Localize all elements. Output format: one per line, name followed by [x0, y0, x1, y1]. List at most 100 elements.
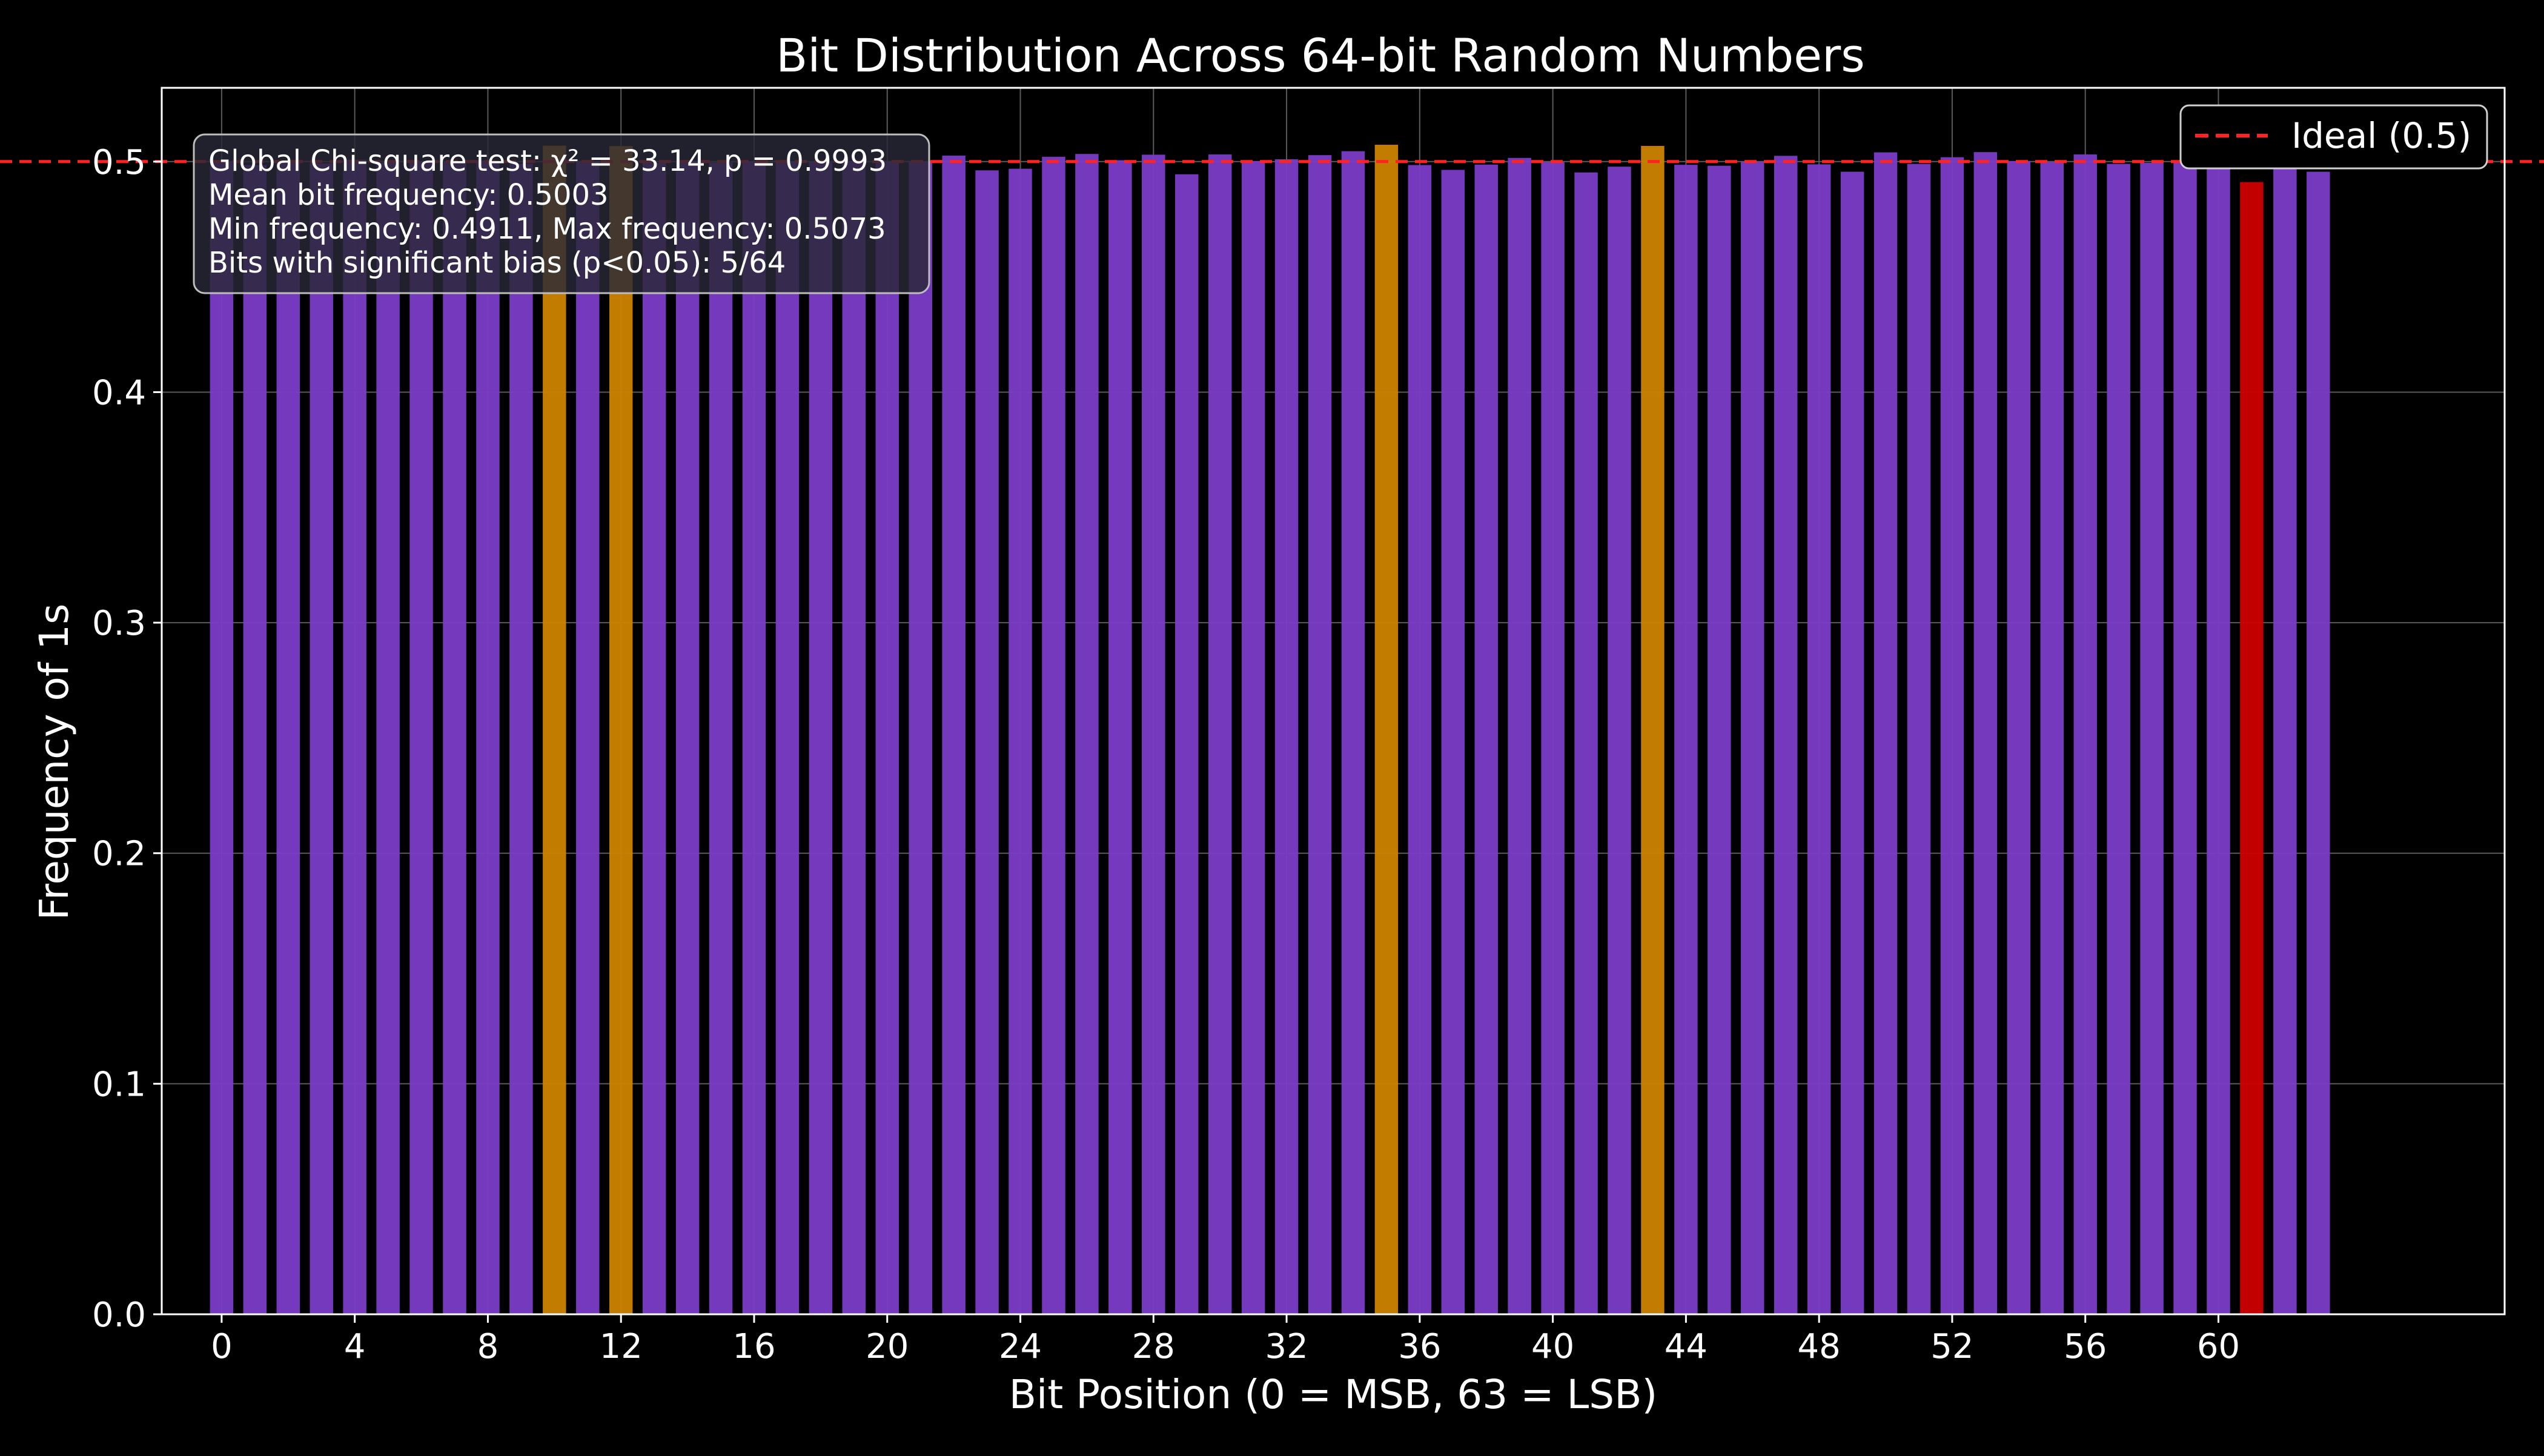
bar-bit-51	[1907, 164, 1931, 1315]
bar-bit-45	[1708, 165, 1731, 1314]
bar-bit-19	[842, 161, 866, 1315]
stats-line-significant-bias: Bits with significant bias (p<0.05): 5/6…	[208, 246, 786, 280]
bar-bit-15	[709, 162, 733, 1315]
bar-bit-13	[642, 163, 666, 1314]
bar-bit-35	[1374, 145, 1399, 1315]
y-tick-label: 0.0	[92, 1296, 146, 1335]
bar-bit-52	[1940, 157, 1964, 1314]
bars	[210, 145, 2330, 1315]
bar-bit-62	[2273, 162, 2297, 1314]
bar-bit-17	[775, 161, 800, 1315]
bar-bit-58	[2140, 162, 2164, 1314]
stats-line-mean: Mean bit frequency: 0.5003	[208, 178, 609, 212]
bar-bit-38	[1474, 164, 1498, 1314]
bar-bit-2	[276, 160, 300, 1314]
legend-box	[2179, 104, 2488, 170]
bar-bit-57	[2107, 164, 2130, 1315]
bar-bit-8	[476, 160, 500, 1314]
y-axis-label: Frequency of 1s	[31, 604, 78, 921]
x-tick-label: 8	[477, 1327, 499, 1366]
axes	[153, 87, 2506, 1323]
bar-bit-18	[809, 162, 833, 1314]
y-tick-label: 0.1	[92, 1065, 146, 1104]
bar-bit-10	[543, 145, 566, 1315]
bar-bit-43	[1641, 145, 1665, 1315]
x-tick-label: 52	[1930, 1327, 1973, 1366]
bar-bit-4	[343, 159, 366, 1314]
plot-frame	[161, 87, 2506, 1315]
x-tick-label: 12	[600, 1327, 643, 1366]
bar-bit-27	[1108, 160, 1132, 1314]
bar-bit-47	[1774, 156, 1798, 1314]
bar-bit-20	[875, 161, 899, 1315]
stats-box: Global Chi-square test: χ² = 33.14, p = …	[193, 133, 930, 294]
bar-bit-56	[2073, 154, 2097, 1315]
bar-bit-40	[1541, 162, 1565, 1314]
y-tick-label: 0.3	[92, 604, 146, 643]
bar-bit-59	[2173, 162, 2197, 1315]
bar-bit-46	[1741, 162, 1764, 1314]
bar-bit-41	[1574, 172, 1598, 1314]
bar-bit-23	[975, 170, 999, 1314]
x-tick-label: 16	[732, 1327, 775, 1366]
bar-bit-7	[443, 162, 466, 1315]
x-tick-labels: 0 4 8 12 16 20 24 28 32 36 40 44 48 52 56 60	[211, 1327, 2240, 1366]
bar-bit-9	[509, 164, 533, 1315]
x-tick-label: 0	[211, 1327, 233, 1366]
bar-bit-49	[1840, 171, 1864, 1315]
stats-line-min-max: Min frequency: 0.4911, Max frequency: 0.…	[208, 212, 886, 246]
bar-bit-6	[409, 161, 433, 1315]
bar-bit-36	[1408, 165, 1432, 1314]
bar-bit-44	[1674, 165, 1698, 1315]
bar-bit-55	[2040, 162, 2064, 1314]
y-tick-labels: 0.0 0.1 0.2 0.3 0.4 0.5	[92, 143, 146, 1335]
x-tick-label: 4	[344, 1327, 366, 1366]
stats-box-background	[193, 133, 930, 294]
bar-bit-1	[243, 165, 267, 1314]
bar-bit-26	[1075, 154, 1099, 1315]
x-axis-label: Bit Position (0 = MSB, 63 = LSB)	[1009, 1371, 1657, 1418]
bar-bit-21	[909, 162, 932, 1314]
bar-bit-61	[2240, 182, 2264, 1314]
bar-bit-33	[1308, 155, 1332, 1314]
bar-bit-29	[1175, 174, 1199, 1315]
x-tick-label: 24	[999, 1327, 1042, 1366]
x-tick-label: 28	[1132, 1327, 1175, 1366]
bar-bit-14	[675, 160, 700, 1314]
x-tick-label: 36	[1398, 1327, 1441, 1366]
bar-bit-32	[1274, 159, 1299, 1315]
x-tick-label: 48	[1798, 1327, 1841, 1366]
x-tick-label: 40	[1531, 1327, 1574, 1366]
bar-bit-11	[576, 162, 600, 1314]
x-tick-label: 60	[2197, 1327, 2240, 1366]
bar-bit-48	[1807, 164, 1831, 1314]
bar-bit-42	[1608, 167, 1631, 1314]
chart-title: Bit Distribution Across 64-bit Random Nu…	[776, 28, 1865, 82]
x-tick-label: 44	[1665, 1327, 1708, 1366]
bar-bit-50	[1873, 152, 1898, 1314]
x-tick-label: 56	[2064, 1327, 2107, 1366]
legend: Ideal (0.5)	[2179, 104, 2488, 170]
bar-bit-22	[942, 155, 966, 1314]
y-tick-label: 0.2	[92, 835, 146, 874]
bar-bit-39	[1508, 157, 1531, 1314]
legend-ideal-label: Ideal (0.5)	[2291, 115, 2471, 156]
bar-bit-12	[609, 146, 633, 1314]
bar-bit-16	[742, 161, 766, 1315]
bar-bit-24	[1009, 168, 1032, 1315]
bar-bit-5	[376, 162, 400, 1314]
bar-bit-53	[1973, 152, 1998, 1315]
y-tick-label: 0.5	[92, 143, 146, 182]
bar-bit-25	[1042, 156, 1065, 1315]
x-tick-label: 32	[1265, 1327, 1308, 1366]
bar-bit-30	[1208, 154, 1232, 1315]
bar-bit-34	[1341, 151, 1365, 1314]
bar-bit-31	[1241, 161, 1265, 1315]
bar-bit-60	[2207, 164, 2230, 1315]
bar-bit-0	[210, 161, 234, 1315]
bar-bit-37	[1441, 170, 1465, 1314]
bar-bit-54	[2007, 161, 2031, 1315]
bar-bit-28	[1142, 154, 1165, 1314]
